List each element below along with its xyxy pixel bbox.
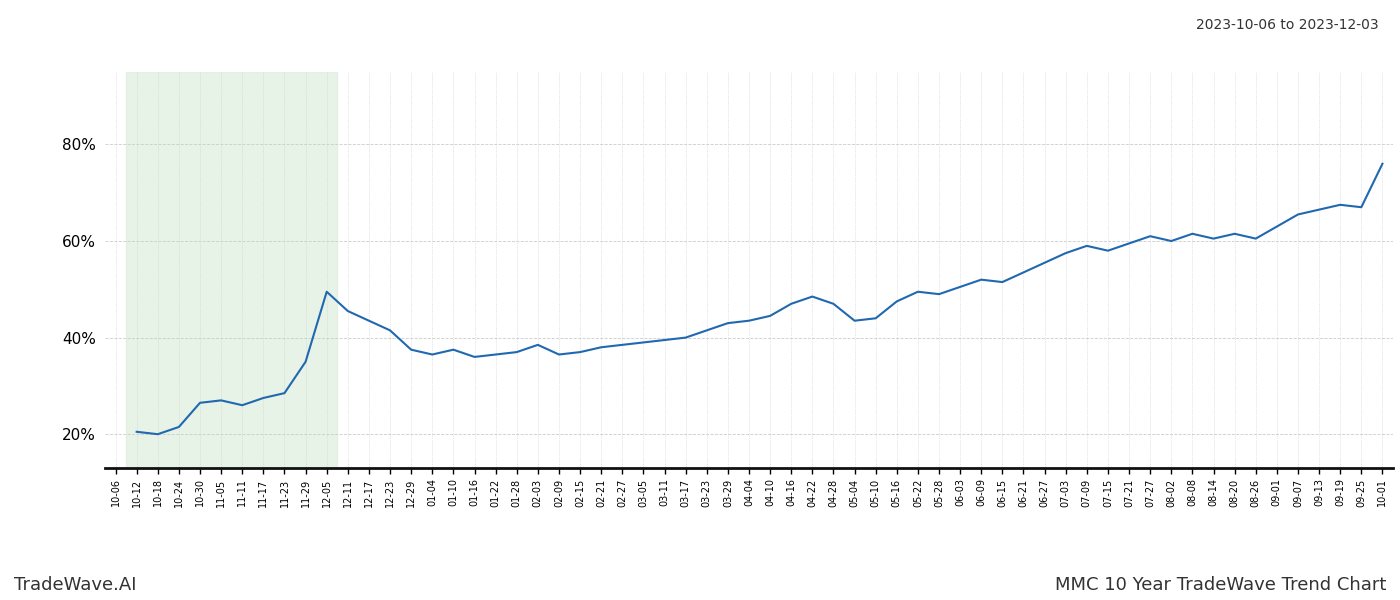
Text: 2023-10-06 to 2023-12-03: 2023-10-06 to 2023-12-03 (1197, 18, 1379, 32)
Text: MMC 10 Year TradeWave Trend Chart: MMC 10 Year TradeWave Trend Chart (1054, 576, 1386, 594)
Bar (126, 72, 337, 468)
Text: TradeWave.AI: TradeWave.AI (14, 576, 137, 594)
